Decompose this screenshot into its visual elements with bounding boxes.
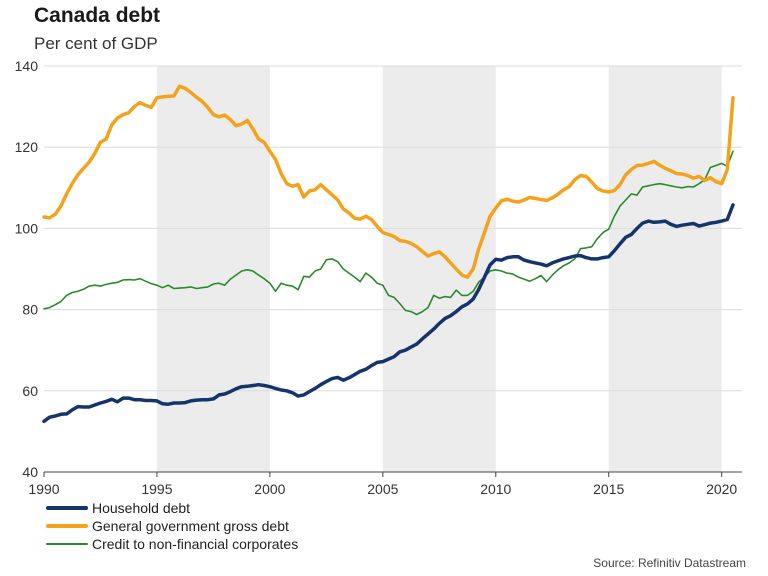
legend-label-corporate-credit: Credit to non-financial corporates — [92, 536, 299, 552]
y-tick-label-80: 80 — [22, 302, 38, 318]
chart-title: Canada debt — [34, 4, 161, 27]
y-tick-label-40: 40 — [22, 464, 38, 480]
x-tick-label-1990: 1990 — [28, 481, 59, 497]
legend-item-household-debt: Household debt — [46, 499, 298, 517]
y-tick-label-60: 60 — [22, 383, 38, 399]
x-tick-label-1995: 1995 — [141, 481, 172, 497]
chart-subtitle: Per cent of GDP — [34, 34, 158, 53]
corporate-credit-line — [43, 150, 734, 316]
shaded-period-1 — [382, 66, 496, 472]
x-tick-label-2020: 2020 — [706, 481, 737, 497]
legend-swatch-government-debt — [46, 524, 88, 528]
legend-item-government-debt: General government gross debt — [46, 517, 298, 535]
y-tick-label-100: 100 — [15, 220, 39, 236]
y-tick-label-140: 140 — [15, 58, 39, 74]
y-tick-label-120: 120 — [15, 139, 39, 155]
shaded-period-2 — [608, 66, 722, 472]
x-tick-label-2015: 2015 — [593, 481, 624, 497]
legend-label-government-debt: General government gross debt — [92, 518, 289, 534]
household-debt-line — [42, 203, 735, 424]
x-tick-label-2010: 2010 — [480, 481, 511, 497]
legend-swatch-household-debt — [46, 506, 88, 510]
legend-swatch-corporate-credit — [46, 543, 88, 545]
x-tick-label-2000: 2000 — [254, 481, 285, 497]
x-tick-label-2005: 2005 — [367, 481, 398, 497]
chart-legend: Household debt General government gross … — [46, 499, 298, 553]
government-debt-line — [42, 84, 735, 279]
legend-label-household-debt: Household debt — [92, 500, 191, 516]
legend-item-corporate-credit: Credit to non-financial corporates — [46, 535, 298, 553]
source-note: Source: Refinitiv Datastream — [593, 556, 746, 570]
